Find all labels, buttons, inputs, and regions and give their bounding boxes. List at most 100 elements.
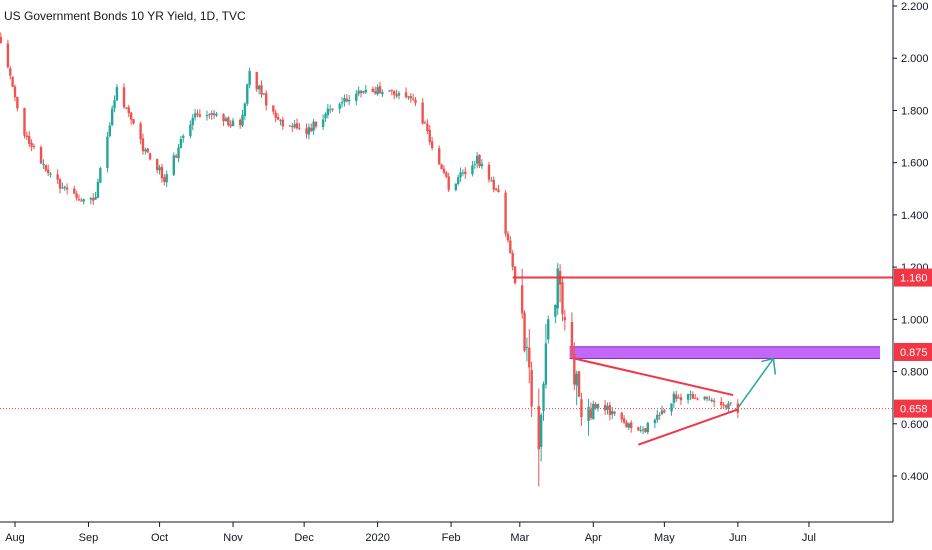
candle-body [625, 422, 628, 428]
breakout-arrow[interactable] [737, 358, 775, 409]
candle-body [231, 120, 235, 127]
candle-body [660, 410, 664, 415]
candle-body [279, 119, 282, 121]
candle-body [471, 165, 474, 175]
candle-body [13, 86, 17, 98]
candle-body [497, 189, 500, 193]
candle-body [677, 397, 680, 399]
candle-body [608, 405, 612, 416]
y-tick-label: 2.000 [901, 53, 929, 65]
x-tick-label: Sep [79, 532, 99, 544]
candle-body [712, 400, 716, 403]
candle-body [414, 99, 417, 104]
candle-body [122, 87, 126, 108]
candle-body [473, 164, 476, 166]
candle-body [511, 253, 514, 268]
candle-body [440, 164, 443, 170]
candle-body [478, 154, 481, 167]
candle-body [23, 108, 26, 136]
candle-body [110, 108, 114, 126]
candle-body [428, 129, 431, 143]
x-tick-label: Oct [151, 532, 168, 544]
candle-body [490, 180, 493, 182]
candle-body [603, 404, 607, 411]
candle-body [658, 414, 661, 416]
candle-body [329, 109, 332, 111]
candle-body [238, 119, 242, 126]
candle-body [679, 397, 683, 401]
time-axis[interactable]: Aug Sep Oct Nov Dec 2020 Feb Mar Apr May Jun Jul [5, 522, 816, 544]
candle-body [504, 192, 507, 234]
candle-body [310, 127, 313, 132]
candle-body [73, 188, 76, 194]
drawings-layer [0, 346, 893, 410]
candles-layer [0, 32, 740, 487]
candle-body [0, 36, 2, 44]
candle-body [338, 104, 341, 109]
x-tick-label: Jun [729, 532, 747, 544]
triangle-trendline[interactable] [574, 357, 734, 397]
candle-body [620, 412, 623, 420]
candle-body [622, 418, 626, 423]
y-tick-label: 0.600 [901, 419, 929, 431]
candle-body [28, 136, 31, 144]
candle-body [530, 369, 533, 407]
y-tick-label: 1.600 [901, 158, 929, 170]
resistance-zone[interactable] [569, 346, 881, 359]
candle-body [89, 198, 93, 200]
price-tag [894, 268, 932, 287]
candle-body [272, 105, 275, 112]
x-tick-label: Apr [585, 532, 602, 544]
candle-body [312, 121, 315, 131]
candle-body [257, 85, 261, 90]
price-axis[interactable]: 0.4000.6000.8001.0001.2001.4001.6001.800… [893, 1, 929, 483]
candle-body [276, 117, 280, 120]
candle-body [16, 96, 19, 109]
candle-body [547, 319, 550, 340]
candle-body [653, 419, 657, 424]
candle-body [265, 93, 268, 106]
candle-body [393, 91, 396, 95]
candle-body [212, 113, 216, 116]
candle-body [49, 173, 52, 175]
candle-body [158, 167, 161, 171]
y-tick-label: 0.800 [901, 367, 929, 379]
candle-body [423, 122, 427, 124]
triangle-trendline[interactable] [637, 408, 739, 446]
candle-body [193, 113, 197, 118]
candle-body [144, 149, 147, 152]
candle-body [722, 404, 725, 406]
candle-body [475, 155, 479, 164]
chart-title: US Government Bonds 10 YR Yield, 1D, TVC [4, 9, 246, 23]
candle-body [409, 96, 412, 99]
candle-body [288, 125, 292, 127]
candle-body [255, 72, 258, 90]
candle-body [44, 164, 48, 171]
candle-body [404, 92, 408, 98]
candle-body [630, 422, 633, 429]
candle-body [736, 403, 740, 413]
candle-body [260, 85, 263, 95]
candle-body [58, 179, 62, 189]
candle-body [295, 123, 299, 129]
candle-body [703, 396, 706, 400]
candle-body [397, 93, 401, 96]
candle-body [641, 429, 645, 431]
arrow-head-right [772, 358, 777, 375]
candle-body [298, 127, 301, 129]
candle-body [148, 153, 152, 160]
candle-body [357, 90, 360, 94]
candle-body [208, 114, 211, 116]
candle-body [411, 98, 415, 100]
candle-body [75, 193, 78, 199]
candle-body [421, 102, 424, 124]
candle-body [347, 99, 351, 102]
candle-body [6, 43, 10, 68]
candle-body [442, 168, 446, 173]
candle-body [359, 90, 363, 94]
candle-body [177, 147, 180, 159]
x-tick-label: Jul [802, 532, 816, 544]
candle-body [594, 403, 597, 408]
